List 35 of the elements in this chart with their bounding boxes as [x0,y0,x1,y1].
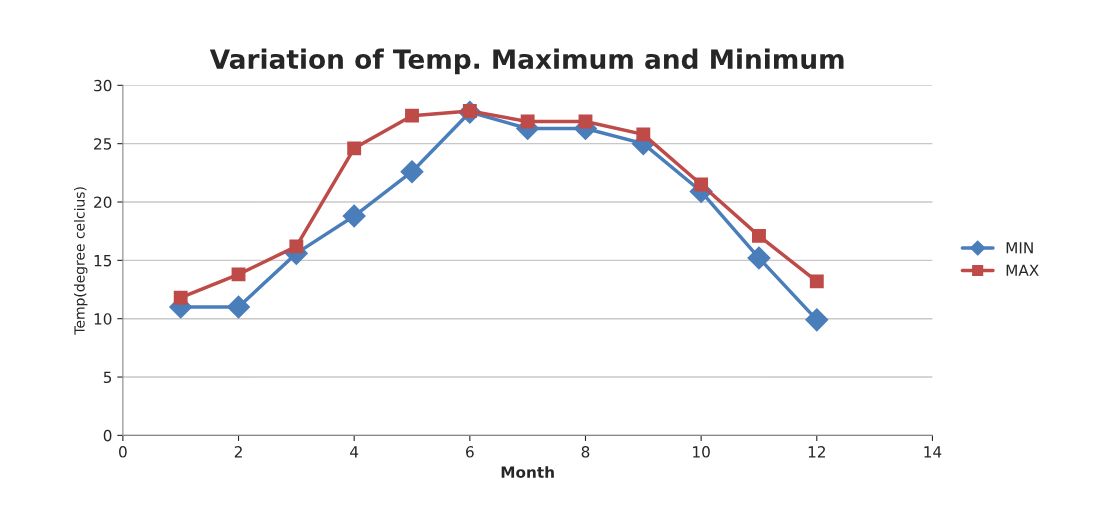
point [805,308,829,332]
point [173,290,188,305]
x-tick-label: 0 [119,446,127,458]
y-tick-label: 0 [103,429,112,442]
y-tick-label: 20 [94,196,112,209]
x-tick-label: 10 [693,446,710,458]
point [231,267,246,282]
y-axis-title: Temp(degree celcius) [74,187,88,335]
legend-label: MIN [1006,242,1033,254]
x-axis-title: Month [501,466,554,478]
point [347,141,362,156]
point [400,160,424,184]
x-tick-label: 14 [924,446,942,458]
point [747,246,771,270]
y-tick-label: 15 [94,255,112,267]
point [520,114,535,129]
point [227,295,251,319]
point [694,177,709,192]
legend-label: MAX [1006,264,1039,276]
x-tick-label: 12 [808,446,825,458]
x-tick-label: 8 [581,446,590,458]
point [752,228,766,243]
point [342,204,366,228]
y-tick-label: 25 [94,138,112,150]
point [636,127,651,142]
y-tick-label: 30 [94,79,112,92]
x-tick-label: 2 [234,446,242,458]
y-tick-label: 5 [103,371,112,384]
point [289,239,304,254]
point [405,108,419,123]
x-tick-label: 6 [466,446,474,458]
y-tick-label: 10 [94,313,112,325]
chart-title: Variation of Temp. Maximum and Minimum [209,48,844,75]
point [809,274,824,289]
x-tick-label: 4 [350,446,359,458]
